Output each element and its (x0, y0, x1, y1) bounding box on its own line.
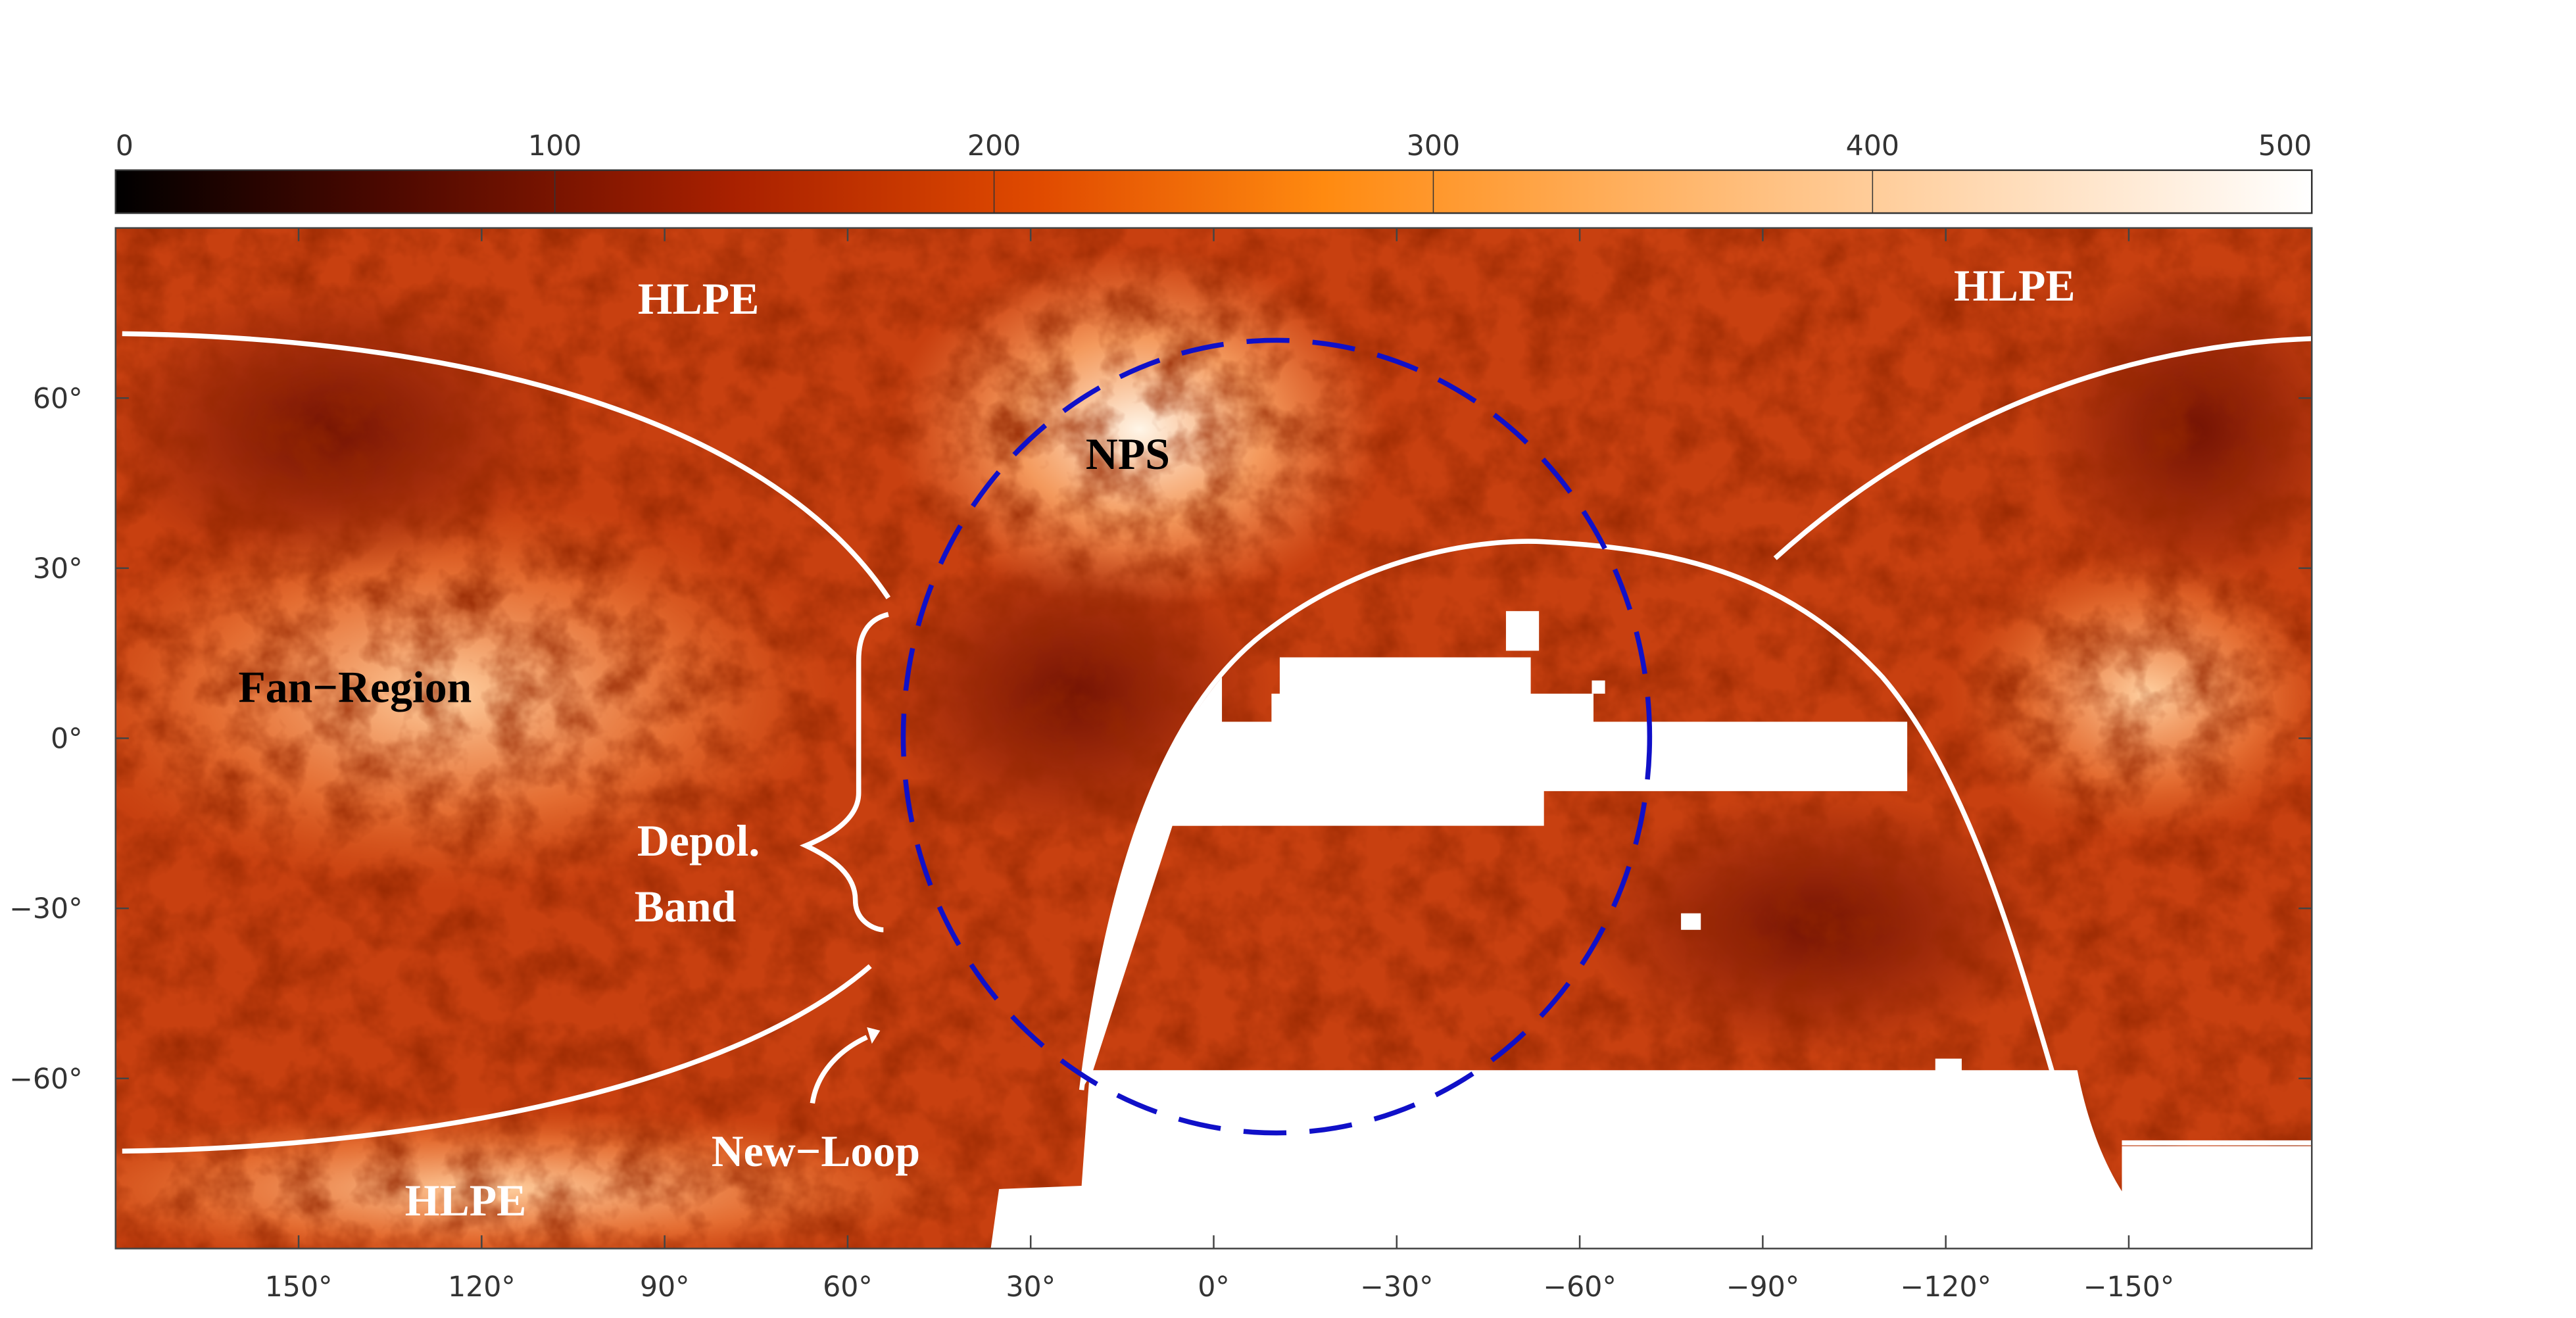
axes: 150° 120° 90° 60° 30° 0° −30° −60° −90° −120° −150… (9, 228, 2312, 1304)
nps-loop-outline (900, 337, 1653, 1136)
y-tick-label: −30° (9, 892, 82, 925)
colorbar-tick-label: 200 (967, 130, 1021, 162)
annotation: Depol. (637, 816, 760, 866)
y-tick-label: 60° (33, 382, 83, 415)
x-tick-label: −120° (1900, 1271, 1991, 1304)
annotation: HLPE (638, 274, 760, 324)
sky-map (115, 228, 2312, 1249)
y-tick-label: 30° (33, 552, 83, 585)
x-tick-label: 120° (448, 1271, 516, 1304)
annotation: NPS (1086, 429, 1170, 479)
x-tick-label: 30° (1006, 1271, 1056, 1304)
annotation: Band (635, 882, 737, 931)
colorbar-tick-label: 100 (528, 130, 581, 162)
colorbar-tick-label: 0 (116, 130, 134, 162)
colorbar-gradient (114, 169, 2313, 214)
x-tick-label: 150° (265, 1271, 333, 1304)
x-tick-label: −30° (1360, 1271, 1433, 1304)
y-tick-label: −60° (9, 1063, 82, 1096)
annotation: Fan−Region (238, 662, 472, 712)
colorbar-tick-label: 300 (1407, 130, 1460, 162)
arrow-head (867, 1027, 881, 1044)
x-tick-label: −90° (1726, 1271, 1799, 1304)
x-tick-label: −60° (1543, 1271, 1616, 1304)
x-tick-label: 90° (640, 1271, 690, 1304)
annotation: HLPE (405, 1176, 527, 1225)
x-tick-label: 0° (1198, 1271, 1230, 1304)
y-tick-label: 0° (51, 723, 83, 756)
boundary (122, 331, 2312, 1249)
annotations: HLPE HLPE NPS Fan−Region Depol. Band New−Loop H… (238, 261, 2075, 1225)
no-data (990, 611, 2312, 1249)
x-tick-label: 60° (823, 1271, 873, 1304)
colorbar-tick-label: 400 (1846, 130, 1899, 162)
x-tick-label: −150° (2083, 1271, 2175, 1304)
colorbar-tick-label: 500 (2258, 130, 2312, 162)
annotation: HLPE (1954, 261, 2076, 310)
colorbar: 0 100 200 300 400 500 (114, 130, 2313, 214)
annotation: New−Loop (712, 1127, 920, 1176)
